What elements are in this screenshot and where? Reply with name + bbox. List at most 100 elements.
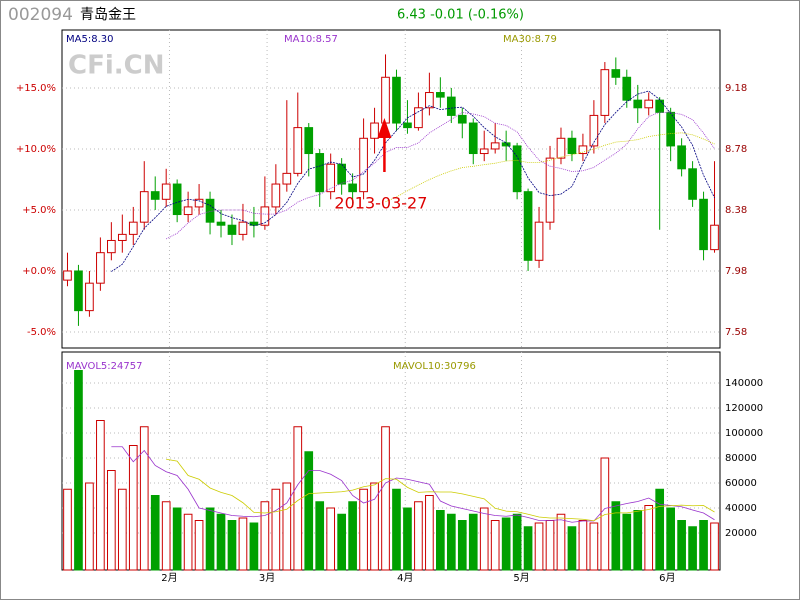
volume-bar <box>150 495 160 571</box>
volume-bar <box>677 520 686 571</box>
candle-body <box>139 191 149 223</box>
candle-body <box>85 282 94 312</box>
candle-body <box>468 122 478 155</box>
volume-bar <box>359 488 368 571</box>
volume-bar <box>414 501 423 571</box>
volume-bar <box>85 482 94 571</box>
candle-body <box>545 157 555 223</box>
volume-bar <box>107 470 116 571</box>
volume-tick-label: 40000 <box>725 503 757 514</box>
volume-bar <box>249 522 259 571</box>
candle-body <box>249 221 259 226</box>
ma30-line <box>385 132 715 203</box>
indicator-label: MA5:8.30 <box>66 34 113 45</box>
candle-body <box>600 69 610 116</box>
volume-bar <box>699 520 708 571</box>
volume-bar <box>392 488 401 571</box>
volume-bar <box>337 513 346 571</box>
candle-body <box>501 142 511 147</box>
candle-body <box>622 76 632 101</box>
volume-tick-label: 100000 <box>725 428 763 439</box>
stock-name: 青岛金王 <box>80 7 136 23</box>
candle-body <box>523 191 533 261</box>
candle-body <box>216 221 226 226</box>
candle-body <box>457 114 467 124</box>
candle-body <box>534 221 544 261</box>
volume-tick-label: 140000 <box>725 378 763 389</box>
volume-tick-label: 20000 <box>725 528 757 539</box>
volume-bar <box>501 517 511 571</box>
candle-body <box>304 127 314 155</box>
x-tick-label: 3月 <box>259 572 275 584</box>
volume-bar <box>578 520 588 571</box>
volume-bar <box>63 488 72 571</box>
volume-indicator-label: MAVOL5:24757 <box>66 361 142 372</box>
y-tick-label: 9.18 <box>725 83 747 94</box>
candle-body <box>677 145 686 170</box>
volume-bar <box>556 513 566 571</box>
indicator-label: MA30:8.79 <box>503 34 557 45</box>
volume-bar <box>227 520 237 571</box>
candle-body <box>403 122 412 129</box>
candle-body <box>479 148 489 155</box>
volume-tick-label: 80000 <box>725 453 757 464</box>
price-panel <box>61 29 721 349</box>
volume-bar <box>205 507 215 571</box>
stock-code: 002094 <box>8 5 73 25</box>
candle-body <box>710 224 719 251</box>
candle-body <box>688 168 697 200</box>
candle-body <box>326 163 336 193</box>
volume-bar <box>425 495 434 571</box>
candle-body <box>381 76 390 124</box>
y-tick-label: 7.58 <box>725 327 747 338</box>
candle-body <box>370 122 379 139</box>
candle-body <box>589 114 599 147</box>
x-tick-label: 2月 <box>161 572 177 584</box>
y2-tick-label: +10.0% <box>16 144 56 155</box>
quote: 6.43 -0.01 (-0.16%) <box>397 8 524 23</box>
volume-bar <box>260 501 270 571</box>
candle-body <box>271 183 281 208</box>
candle-body <box>205 198 215 223</box>
volume-bar <box>479 507 489 571</box>
candle-body <box>150 191 160 200</box>
volume-indicator-label: MAVOL10:30796 <box>393 361 476 372</box>
candle-body <box>337 163 346 185</box>
candle-body <box>414 107 423 129</box>
x-tick-label: 6月 <box>659 572 675 584</box>
volume-bar <box>436 510 445 571</box>
volume-bar <box>139 426 149 571</box>
candle-body <box>293 127 303 174</box>
volume-bar <box>611 501 621 571</box>
candle-body <box>611 69 621 78</box>
volume-bar <box>348 501 357 571</box>
volume-bar <box>96 420 105 571</box>
annotation-arrowhead <box>377 118 392 138</box>
volume-bar <box>370 482 379 571</box>
candle-body <box>436 92 445 98</box>
candle-body <box>567 137 577 155</box>
ma10-line <box>165 111 715 240</box>
x-tick-label: 4月 <box>397 572 413 584</box>
candle-body <box>425 92 434 109</box>
candle-body <box>512 145 522 193</box>
candle-body <box>699 198 708 251</box>
candle-body <box>161 183 171 200</box>
volume-bar <box>172 507 182 571</box>
volume-bar <box>457 520 467 571</box>
volume-bar <box>655 488 665 571</box>
y-tick-label: 7.98 <box>725 266 747 277</box>
y2-tick-label: +15.0% <box>16 83 56 94</box>
annotation-label: 2013-03-27 <box>334 194 427 213</box>
volume-bar <box>183 513 193 571</box>
volume-bar <box>446 513 456 571</box>
volume-bar <box>545 520 555 571</box>
volume-bar <box>567 526 577 571</box>
candle-body <box>183 206 193 216</box>
volume-bar <box>512 513 522 571</box>
candle-body <box>282 172 292 185</box>
indicator-label: MA10:8.57 <box>284 34 338 45</box>
candle-body <box>194 198 204 208</box>
volume-bar <box>468 513 478 571</box>
